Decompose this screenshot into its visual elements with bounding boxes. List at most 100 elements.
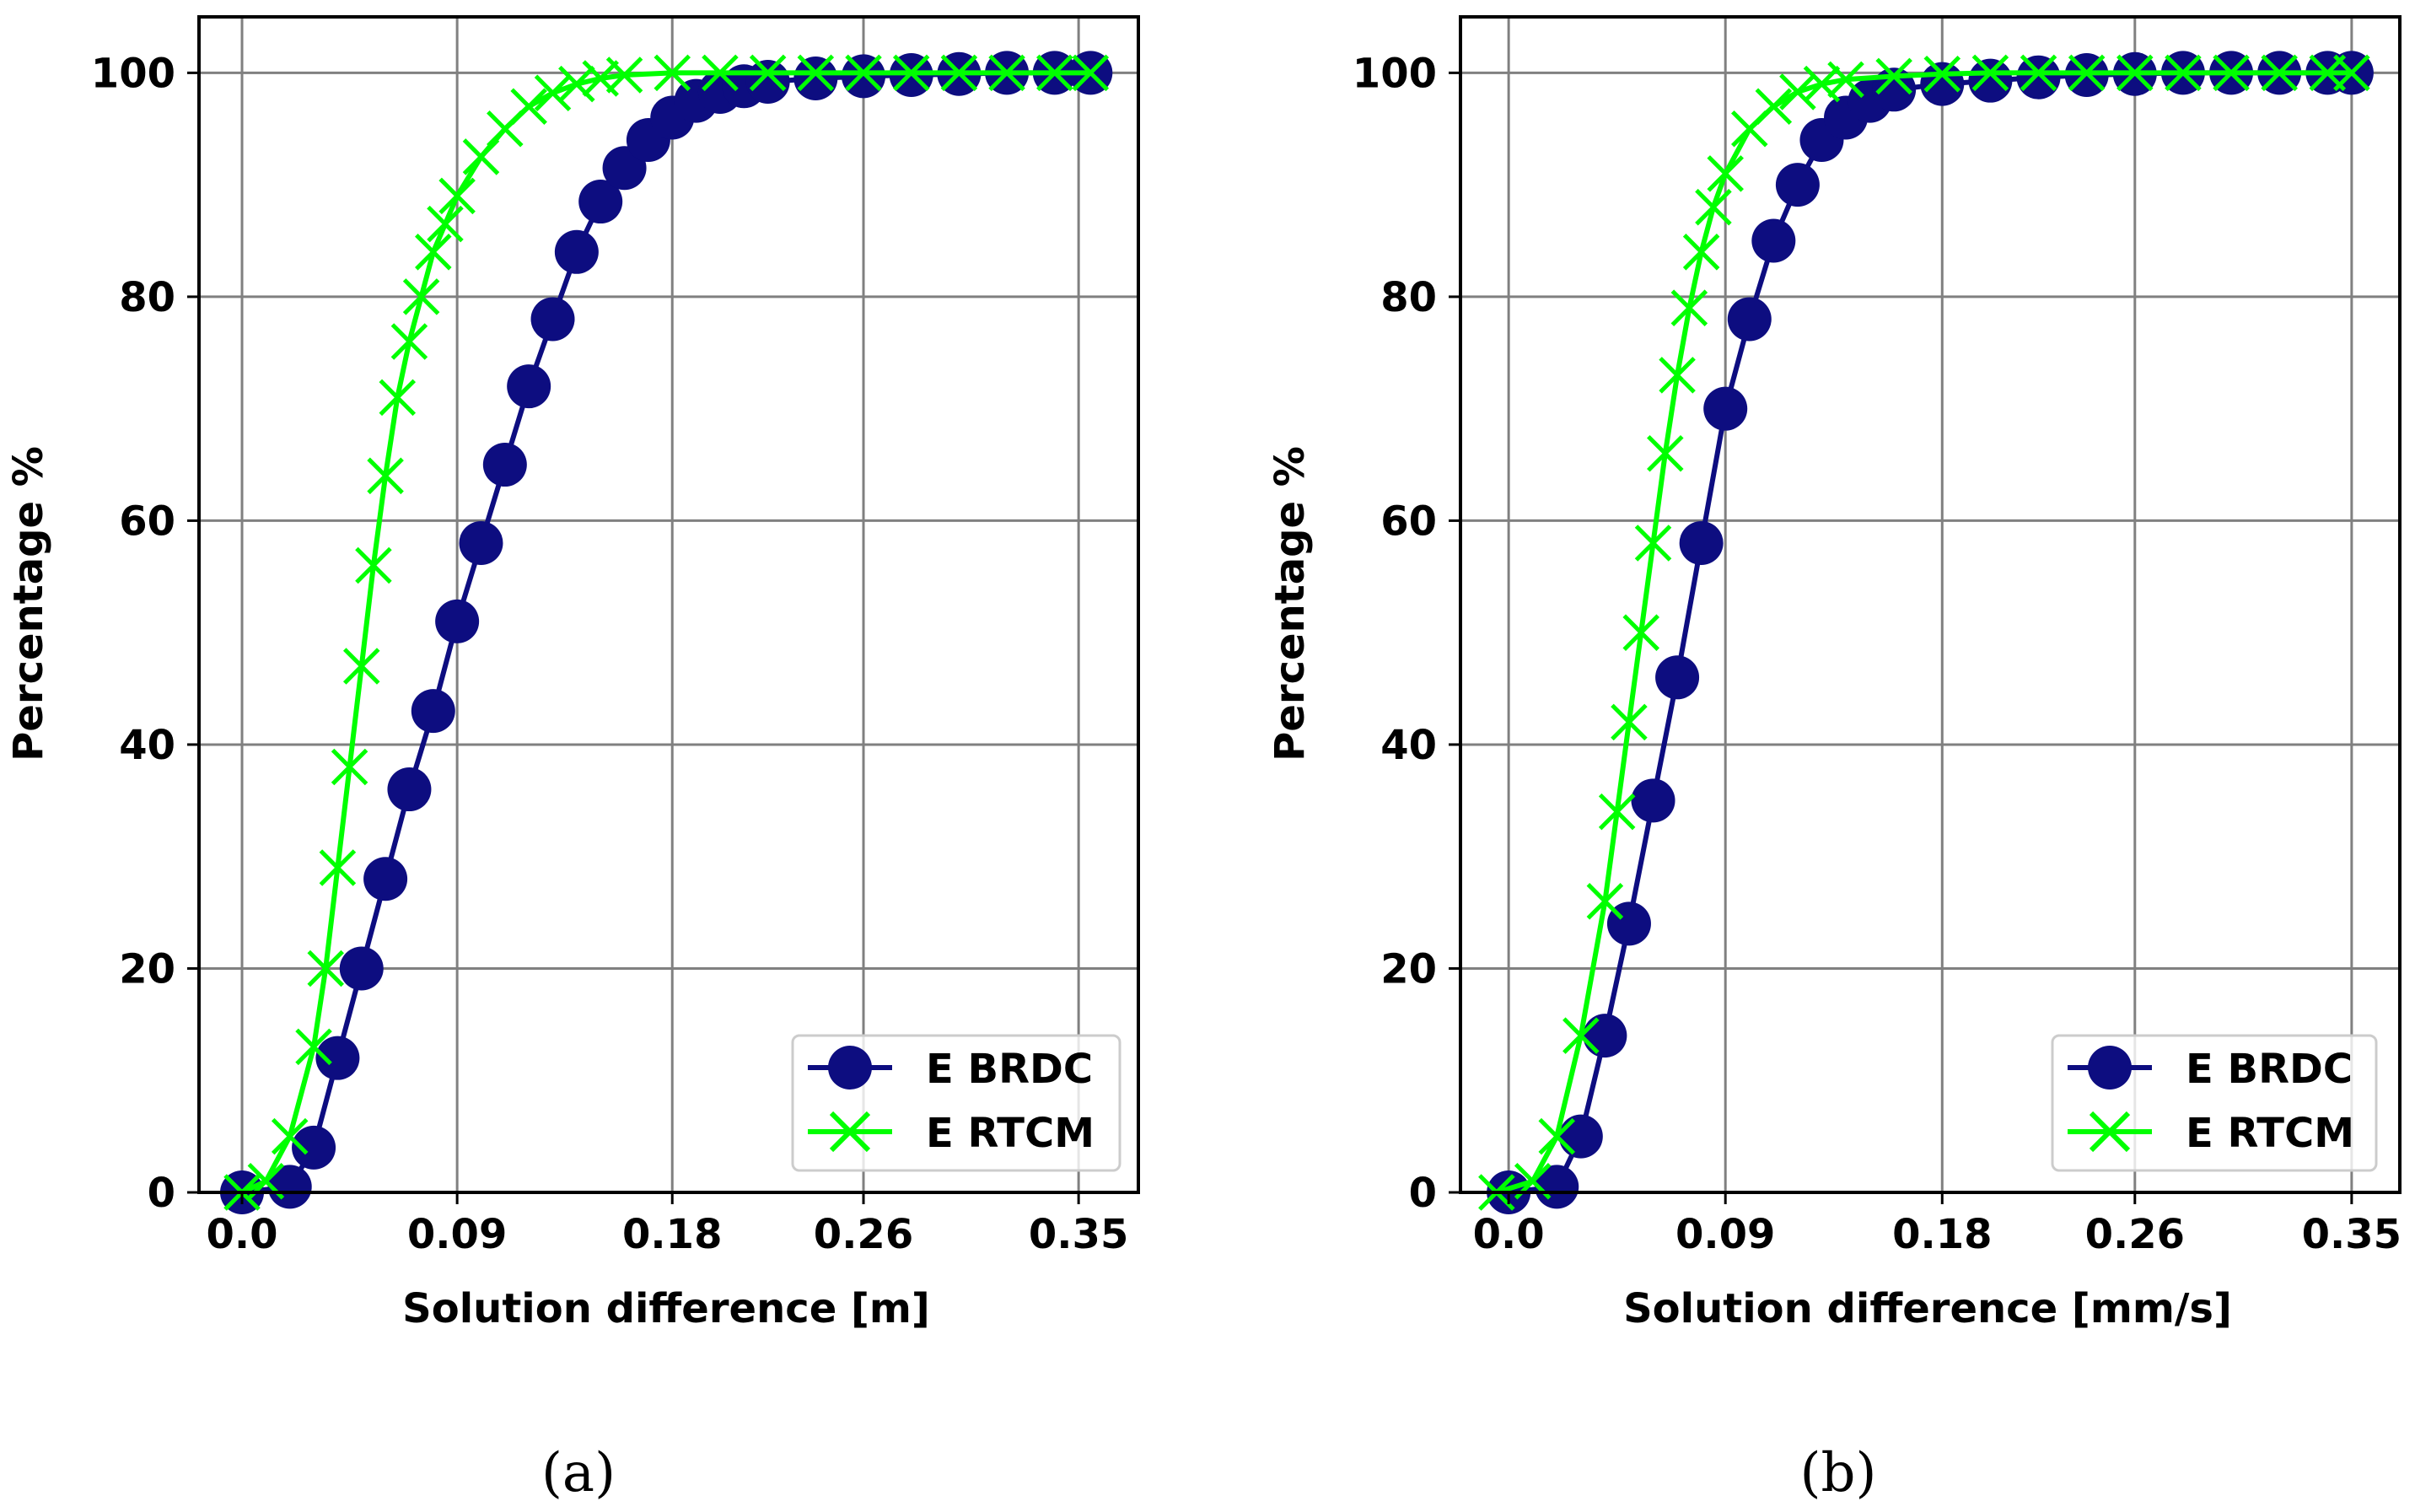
data-point-rtcm — [1538, 1117, 1576, 1155]
data-point-brdc — [1920, 62, 1965, 106]
y-tick-label: 0 — [1409, 1170, 1437, 1217]
data-point-rtcm — [1611, 703, 1648, 741]
series-layer-b — [1478, 51, 2374, 1214]
data-point-rtcm — [2213, 54, 2250, 92]
x-tick-label: 0.26 — [2085, 1211, 2185, 1258]
data-point-brdc — [411, 689, 455, 734]
y-tick-label: 20 — [1380, 945, 1437, 993]
panel-caption-a: (a) — [541, 1442, 616, 1504]
x-tick-label: 0.26 — [814, 1211, 913, 1258]
data-point-brdc — [1751, 218, 1796, 263]
data-point-brdc — [1631, 778, 1675, 823]
data-point-rtcm — [295, 1028, 332, 1066]
ticks-b: 0.0 0.09 0.18 0.26 0.35 0 20 40 60 80 100 — [1353, 50, 2402, 1258]
data-point-brdc — [1583, 1014, 1627, 1058]
x-tick-label: 0.18 — [1892, 1211, 1992, 1258]
data-point-brdc — [745, 60, 790, 105]
data-point-rtcm — [1562, 1017, 1600, 1054]
data-point-brdc — [1558, 1114, 1603, 1159]
y-tick-label: 20 — [119, 945, 175, 993]
x-tick-label: 0.09 — [1675, 1211, 1775, 1258]
data-point-brdc — [459, 520, 503, 565]
data-point-brdc — [793, 56, 838, 101]
data-point-rtcm — [605, 56, 643, 94]
y-tick-label: 0 — [148, 1170, 175, 1217]
data-point-rtcm — [462, 138, 500, 175]
data-point-rtcm — [2116, 54, 2154, 92]
data-point-rtcm — [2165, 54, 2202, 92]
data-point-rtcm — [654, 54, 691, 92]
x-axis-label-a: Solution difference [m] — [402, 1285, 930, 1332]
data-point-rtcm — [797, 54, 835, 92]
data-point-rtcm — [355, 546, 392, 584]
x-tick-label: 0.0 — [207, 1211, 278, 1258]
data-point-rtcm — [1622, 614, 1659, 651]
data-point-rtcm — [307, 950, 345, 987]
data-point-brdc — [1679, 520, 1724, 565]
data-point-rtcm — [2020, 54, 2057, 92]
data-point-brdc — [482, 443, 527, 487]
x-axis-label-b: Solution difference [mm/s] — [1623, 1285, 2232, 1332]
data-point-brdc — [1703, 386, 1748, 431]
y-axis-label-a: Percentage % — [5, 446, 52, 761]
legend-marker-brdc-b — [2088, 1046, 2132, 1090]
x-tick-label: 0.09 — [407, 1211, 507, 1258]
legend-b: E BRDC E RTCM — [2051, 1034, 2378, 1172]
data-point-rtcm — [1755, 88, 1793, 125]
legend-a: E BRDC E RTCM — [791, 1034, 1121, 1172]
legend-label-brdc-a: E BRDC — [926, 1046, 1093, 1093]
data-point-brdc — [435, 599, 480, 643]
data-point-rtcm — [845, 54, 882, 92]
data-point-rtcm — [2333, 54, 2370, 92]
data-point-brdc — [1535, 1165, 1579, 1209]
legend-marker-rtcm-a — [829, 1111, 871, 1153]
data-point-rtcm — [1875, 57, 1912, 95]
data-point-rtcm — [1598, 793, 1636, 831]
data-point-rtcm — [1659, 357, 1696, 394]
data-point-rtcm — [1707, 155, 1744, 192]
data-point-rtcm — [534, 74, 572, 112]
legend-label-brdc-b: E BRDC — [2186, 1046, 2353, 1093]
data-point-rtcm — [988, 54, 1025, 92]
data-point-rtcm — [1670, 289, 1708, 326]
data-point-brdc — [363, 857, 408, 901]
data-point-rtcm — [749, 54, 787, 92]
data-point-brdc — [842, 54, 886, 99]
data-point-rtcm — [271, 1117, 309, 1155]
y-tick-label: 80 — [119, 274, 175, 321]
legend-marker-brdc-a — [828, 1046, 872, 1090]
y-tick-label: 100 — [91, 50, 175, 97]
data-point-brdc — [267, 1165, 312, 1209]
data-point-brdc — [387, 767, 432, 812]
y-tick-label: 100 — [1353, 50, 1437, 97]
legend-marker-rtcm-b — [2089, 1111, 2131, 1153]
series-layer-a — [220, 51, 1113, 1214]
y-tick-label: 80 — [1380, 274, 1437, 321]
data-point-brdc — [1775, 163, 1820, 207]
data-point-rtcm — [1923, 55, 1961, 93]
panel-caption-b: (b) — [1800, 1442, 1877, 1504]
axes-frame-b — [1459, 15, 2402, 1194]
data-point-rtcm — [1682, 234, 1720, 271]
data-point-brdc — [554, 229, 599, 274]
data-point-rtcm — [1695, 188, 1732, 226]
ticks-a: 0.0 0.09 0.18 0.26 0.35 0 20 40 60 80 100 — [91, 50, 1129, 1258]
data-point-rtcm — [427, 205, 464, 243]
legend-label-rtcm-b: E RTCM — [2186, 1110, 2354, 1157]
data-point-rtcm — [319, 849, 357, 886]
y-tick-label: 60 — [119, 498, 175, 545]
data-point-rtcm — [1827, 61, 1864, 99]
data-point-rtcm — [1072, 54, 1110, 92]
x-tick-label: 0.35 — [2302, 1211, 2402, 1258]
data-point-rtcm — [1779, 73, 1816, 110]
data-point-rtcm — [892, 54, 930, 92]
data-point-rtcm — [1036, 54, 1073, 92]
data-point-rtcm — [1586, 883, 1624, 920]
data-point-rtcm — [2068, 54, 2106, 92]
data-point-rtcm — [390, 323, 428, 360]
data-point-rtcm — [1647, 435, 1684, 472]
panel-a: 0.0 0.09 0.18 0.26 0.35 0 20 40 60 80 100 Solution… — [5, 15, 1140, 1504]
x-tick-label: 0.18 — [622, 1211, 722, 1258]
data-point-brdc — [1968, 58, 2013, 103]
